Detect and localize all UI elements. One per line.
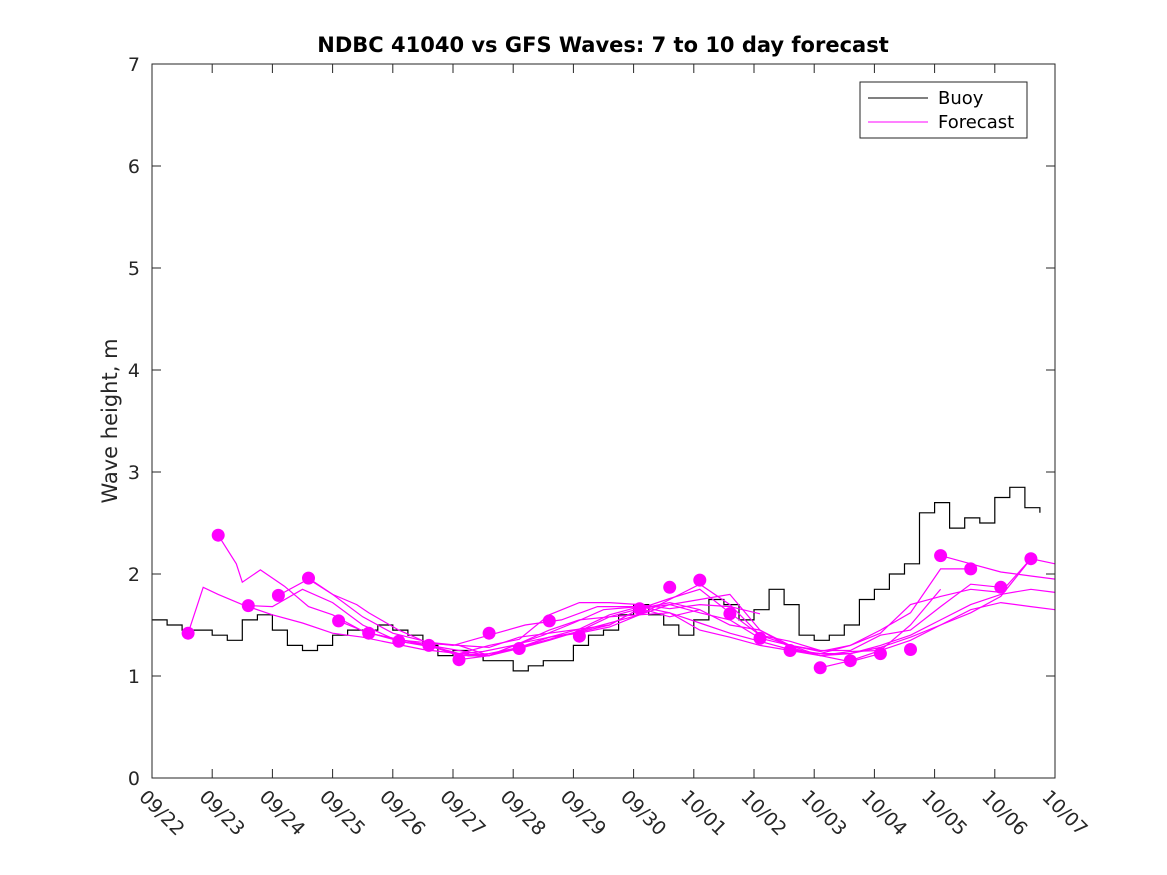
forecast-marker-6 [362, 626, 376, 640]
forecast-marker-2 [241, 599, 255, 613]
forecast-marker-4 [302, 571, 315, 585]
forecast-marker-23 [904, 643, 917, 656]
forecast-series-line-9 [428, 558, 1032, 657]
forecast-marker-24 [934, 549, 948, 563]
y-tick-label: 6 [128, 156, 140, 178]
plot-area [152, 486, 1056, 675]
forecast-marker-11 [512, 642, 526, 655]
forecast-series-line-13 [940, 555, 1056, 580]
axes-box [151, 63, 1056, 779]
y-tick-label: 0 [128, 768, 140, 790]
y-tick-label: 7 [128, 54, 140, 76]
buoy-series-line [152, 486, 1041, 672]
y-tick-label: 2 [128, 564, 140, 586]
forecast-marker-10 [482, 626, 496, 640]
forecast-series-line-4 [278, 578, 821, 657]
forecast-marker-7 [392, 634, 406, 648]
forecast-marker-27 [1024, 552, 1038, 566]
y-axis-label: Wave height, m [98, 338, 122, 503]
y-tick-label: 3 [128, 462, 140, 484]
forecast-marker-26 [994, 580, 1008, 594]
forecast-series-line-11 [789, 588, 1056, 657]
forecast-series-line-12 [820, 601, 1056, 669]
forecast-marker-16 [693, 573, 707, 587]
forecast-marker-13 [572, 629, 586, 643]
legend-label-forecast: Forecast [938, 112, 1014, 133]
forecast-marker-1 [211, 528, 225, 542]
forecast-marker-8 [422, 638, 436, 652]
forecast-marker-25 [964, 562, 978, 576]
forecast-marker-22 [873, 647, 887, 661]
y-tick-label: 5 [128, 258, 140, 280]
forecast-marker-21 [843, 654, 857, 668]
chart-title: NDBC 41040 vs GFS Waves: 7 to 10 day for… [317, 33, 888, 57]
y-tick-label: 4 [128, 360, 140, 382]
forecast-marker-5 [332, 614, 346, 628]
forecast-marker-9 [452, 653, 466, 667]
forecast-marker-14 [633, 602, 647, 616]
forecast-marker-12 [542, 614, 556, 628]
forecast-marker-19 [783, 644, 797, 657]
legend: Buoy Forecast [859, 81, 1028, 139]
legend-box [859, 81, 1028, 139]
y-tick-label: 1 [128, 666, 140, 688]
forecast-marker-3 [271, 588, 285, 602]
forecast-marker-17 [723, 607, 737, 621]
forecast-marker-20 [813, 661, 827, 675]
forecast-marker-0 [181, 626, 195, 640]
forecast-marker-15 [663, 580, 677, 594]
forecast-marker-18 [753, 631, 767, 645]
forecast-series-line-7 [368, 568, 971, 657]
y-axis: 0 1 2 3 4 5 6 7 [128, 54, 1055, 790]
axes [151, 63, 1056, 779]
legend-label-buoy: Buoy [938, 88, 984, 109]
